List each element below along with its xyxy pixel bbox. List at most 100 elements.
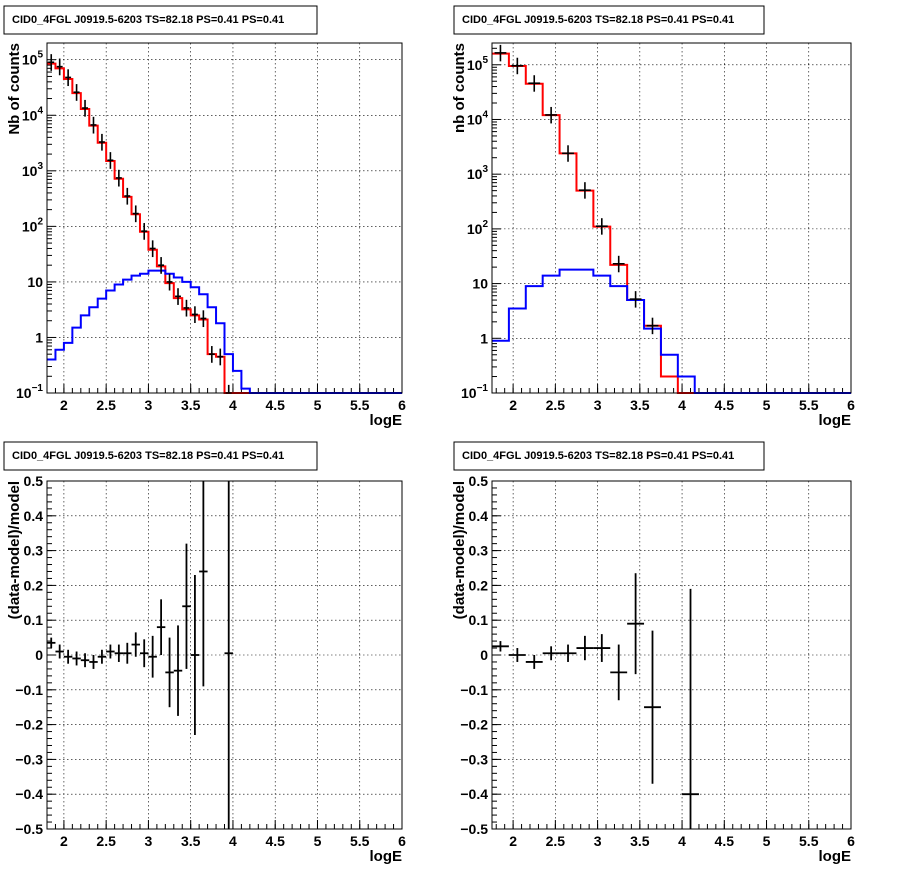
y-tick-label: 0.5 — [24, 473, 44, 489]
x-tick-label: 6 — [847, 397, 855, 413]
y-tick-exponent: −1 — [477, 383, 489, 394]
x-tick-label: 3 — [145, 833, 153, 849]
y-tick-base: 10 — [22, 107, 38, 123]
title-box — [3, 441, 318, 471]
x-axis-label: logE — [370, 412, 403, 429]
y-tick-label: −0.1 — [460, 682, 488, 698]
panel-4: CID0_4FGL J0919.5-6203 TS=82.18 PS=0.41 … — [451, 441, 855, 865]
x-tick-label: 5.5 — [350, 833, 370, 849]
y-axis-label: nb of counts — [451, 43, 468, 133]
y-axis-label: (data-model)/model — [6, 481, 23, 619]
chart-title: CID0_4FGL J0919.5-6203 TS=82.18 PS=0.41 … — [12, 14, 284, 26]
y-tick-label: 10 — [472, 276, 488, 292]
x-tick-label: 3.5 — [630, 397, 650, 413]
x-tick-label: 4 — [229, 397, 237, 413]
y-tick-base: 1 — [35, 329, 43, 345]
x-tick-label: 6 — [398, 833, 406, 849]
y-tick-label: 104 — [22, 105, 44, 123]
y-tick-exponent: 2 — [482, 219, 488, 230]
y-tick-label: 105 — [467, 55, 489, 73]
y-tick-exponent: 5 — [37, 50, 43, 61]
y-tick-exponent: −1 — [32, 383, 44, 394]
chart-title: CID0_4FGL J0919.5-6203 TS=82.18 PS=0.41 … — [462, 450, 734, 462]
y-tick-label: 0 — [35, 647, 43, 663]
y-tick-label: 0.2 — [469, 577, 489, 593]
x-tick-label: 6 — [847, 833, 855, 849]
y-tick-label: −0.2 — [15, 717, 43, 733]
x-tick-label: 6 — [398, 397, 406, 413]
y-tick-label: −0.4 — [15, 786, 43, 802]
y-axis-label: (data-model)/model — [451, 481, 468, 619]
x-tick-label: 2.5 — [96, 833, 116, 849]
x-tick-label: 5 — [314, 833, 322, 849]
plot-frame — [46, 480, 403, 830]
y-tick-base: 10 — [22, 52, 38, 68]
y-tick-label: −0.2 — [460, 717, 488, 733]
y-tick-base: 10 — [461, 385, 477, 401]
x-tick-label: 4.5 — [265, 397, 285, 413]
plot-frame — [46, 42, 403, 394]
y-tick-exponent: 4 — [482, 109, 488, 120]
x-tick-label: 5 — [763, 833, 771, 849]
x-tick-label: 5.5 — [799, 397, 819, 413]
y-tick-label: 0.1 — [24, 612, 44, 628]
x-tick-label: 3 — [594, 833, 602, 849]
plot-frame — [491, 480, 852, 830]
x-tick-label: 2 — [509, 397, 517, 413]
x-axis-label: logE — [819, 848, 852, 865]
y-tick-label: 103 — [467, 164, 489, 182]
y-tick-base: 10 — [467, 166, 483, 182]
y-tick-label: 0.3 — [24, 543, 44, 559]
y-tick-label: 1 — [480, 330, 488, 346]
y-tick-label: 0.3 — [469, 543, 489, 559]
x-tick-label: 2 — [60, 397, 68, 413]
panel-1: CID0_4FGL J0919.5-6203 TS=82.18 PS=0.41 … — [3, 5, 406, 429]
panel-3: CID0_4FGL J0919.5-6203 TS=82.18 PS=0.41 … — [3, 441, 406, 865]
x-axis-label: logE — [370, 848, 403, 865]
y-tick-base: 10 — [22, 218, 38, 234]
y-tick-base: 1 — [480, 330, 488, 346]
x-tick-label: 3.5 — [181, 397, 201, 413]
y-tick-base: 10 — [472, 276, 488, 292]
y-tick-label: −0.4 — [460, 786, 488, 802]
y-tick-label: 10 — [27, 274, 43, 290]
y-tick-base: 10 — [27, 274, 43, 290]
chart-title: CID0_4FGL J0919.5-6203 TS=82.18 PS=0.41 … — [462, 14, 734, 26]
y-tick-exponent: 3 — [482, 164, 488, 175]
panel-2: CID0_4FGL J0919.5-6203 TS=82.18 PS=0.41 … — [451, 5, 855, 429]
x-tick-label: 3 — [594, 397, 602, 413]
y-tick-label: −0.5 — [15, 821, 43, 837]
y-tick-base: 10 — [467, 111, 483, 127]
y-tick-label: 10−1 — [461, 383, 488, 401]
y-tick-label: 104 — [467, 109, 489, 127]
y-tick-label: 0.2 — [24, 577, 44, 593]
y-tick-label: 0.1 — [469, 612, 489, 628]
y-tick-label: 102 — [22, 216, 44, 234]
y-tick-label: 1 — [35, 329, 43, 345]
y-tick-label: 102 — [467, 219, 489, 237]
y-tick-exponent: 2 — [37, 216, 43, 227]
x-tick-label: 4.5 — [265, 833, 285, 849]
y-axis-label: Nb of counts — [6, 43, 23, 135]
x-tick-label: 3.5 — [630, 833, 650, 849]
x-tick-label: 4 — [678, 397, 686, 413]
y-tick-label: 0.4 — [24, 508, 44, 524]
y-tick-label: −0.3 — [15, 751, 43, 767]
y-tick-label: 0.4 — [469, 508, 489, 524]
y-tick-base: 10 — [467, 221, 483, 237]
y-tick-label: −0.1 — [15, 682, 43, 698]
x-tick-label: 4 — [678, 833, 686, 849]
x-tick-label: 2.5 — [546, 833, 566, 849]
x-tick-label: 3 — [145, 397, 153, 413]
y-tick-label: 0 — [480, 647, 488, 663]
x-tick-label: 5 — [763, 397, 771, 413]
x-tick-label: 4 — [229, 833, 237, 849]
y-tick-base: 10 — [22, 163, 38, 179]
title-box — [453, 5, 765, 35]
chart-title: CID0_4FGL J0919.5-6203 TS=82.18 PS=0.41 … — [12, 450, 284, 462]
y-tick-label: 10−1 — [16, 383, 43, 401]
x-tick-label: 3.5 — [181, 833, 201, 849]
x-tick-label: 4.5 — [715, 397, 735, 413]
x-tick-label: 5 — [314, 397, 322, 413]
